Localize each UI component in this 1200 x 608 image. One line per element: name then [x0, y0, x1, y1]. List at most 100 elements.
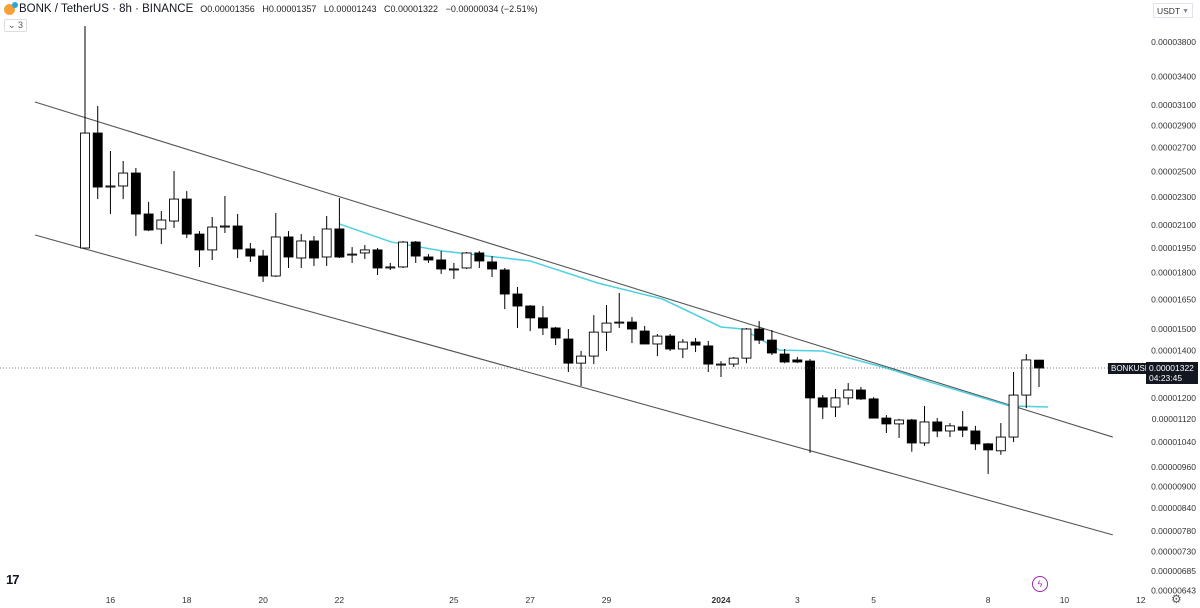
candle-body-up — [601, 322, 612, 333]
candle — [398, 240, 408, 268]
y-tick-label: 0.00003400 — [1151, 71, 1196, 81]
y-tick-label: 0.00003100 — [1151, 100, 1196, 110]
price-axis[interactable]: 0.00003800 0.00003400 0.00003100 0.00002900… — [1151, 37, 1196, 595]
candle-body-down — [868, 398, 879, 419]
candle — [448, 262, 459, 279]
candle — [525, 305, 536, 332]
candle — [983, 442, 994, 474]
candle-body-down — [512, 293, 523, 307]
candle — [219, 195, 230, 234]
time-axis[interactable]: 16 18 20 22 25 27 29 2024 3 5 8 10 12 — [106, 595, 1146, 605]
candle — [156, 211, 167, 245]
candle — [105, 151, 116, 215]
indicators-toggle-button[interactable]: ⌄ 3 — [4, 19, 28, 32]
gear-icon[interactable]: ⚙ — [1171, 592, 1182, 606]
candle — [537, 306, 548, 336]
x-tick-label: 27 — [525, 595, 535, 605]
candle — [754, 321, 765, 344]
candle-body-up — [448, 268, 459, 271]
candle — [830, 389, 841, 417]
y-tick-label: 0.00001500 — [1151, 324, 1196, 334]
candle — [512, 286, 523, 328]
candle-body-up — [614, 321, 625, 324]
candle — [652, 333, 663, 357]
moving-average — [339, 223, 1048, 408]
symbol-title[interactable]: BONK / TetherUS · 8h · BINANCE — [19, 3, 194, 15]
candle-body-up — [296, 240, 307, 259]
candle — [957, 411, 968, 438]
candle-body-up — [169, 198, 179, 222]
candle-body-down — [779, 353, 790, 363]
high-value: H0.00001357 — [262, 4, 317, 14]
lightning-icon[interactable]: ϟ — [1032, 576, 1048, 592]
candle-body-down — [474, 252, 485, 262]
candle-body-up — [347, 253, 358, 256]
candle — [614, 292, 625, 328]
bonk-logo-icon — [4, 1, 18, 15]
candle-body-up — [830, 397, 841, 408]
y-tick-label: 0.00001650 — [1151, 295, 1196, 305]
candle-body-down — [563, 338, 574, 364]
x-tick-label: 8 — [986, 595, 991, 605]
candle-body-down — [932, 421, 943, 432]
y-tick-label: 0.00000960 — [1151, 462, 1196, 472]
candle — [945, 423, 955, 438]
x-tick-label: 10 — [1060, 595, 1070, 605]
candle — [461, 251, 472, 269]
candle-body-up — [461, 252, 472, 269]
candle — [766, 330, 777, 355]
y-tick-label: 0.00001120 — [1152, 414, 1197, 424]
candle — [728, 356, 739, 368]
candle-body-down — [957, 426, 968, 431]
candle-body-up — [576, 355, 587, 364]
candle-body-up — [1021, 359, 1032, 396]
candle-body-down — [550, 327, 561, 339]
candle — [270, 213, 281, 278]
candle — [258, 249, 269, 282]
candle-body-down — [627, 321, 637, 330]
candle — [181, 191, 192, 239]
candle-body-up — [588, 331, 599, 357]
candle-body-down — [309, 240, 319, 259]
candle — [296, 234, 307, 268]
candle-body-up — [995, 436, 1006, 452]
candle — [792, 356, 803, 364]
tradingview-logo-icon[interactable]: 17 — [6, 572, 20, 587]
candle-body-up — [652, 335, 663, 345]
currency-select[interactable]: USDT ▼ — [1153, 3, 1193, 18]
candle — [207, 217, 218, 260]
candle-body-up — [741, 328, 752, 359]
candle — [436, 251, 447, 274]
x-tick-label: 20 — [258, 595, 268, 605]
candle-body-down — [665, 335, 676, 350]
candle — [372, 248, 383, 275]
candle-body-down — [855, 389, 866, 400]
candle-body-down — [130, 172, 141, 215]
candle-body-up — [270, 236, 281, 277]
candle-body-down — [283, 236, 294, 258]
candle-body-up — [321, 228, 332, 258]
y-tick-label: 0.00001950 — [1151, 243, 1196, 253]
y-tick-label: 0.00002100 — [1151, 220, 1196, 230]
x-tick-label: 16 — [106, 595, 116, 605]
close-value: C0.00001322 — [384, 4, 439, 14]
candle — [932, 418, 943, 438]
candle-body-up — [207, 226, 218, 251]
candle-body-down — [143, 213, 154, 231]
x-tick-label: 22 — [335, 595, 345, 605]
open-value: O0.00001356 — [200, 4, 255, 14]
candle — [677, 339, 688, 359]
candle — [639, 325, 650, 345]
candle — [118, 160, 129, 200]
candle-body-down — [792, 359, 803, 363]
candle-body-down — [639, 330, 650, 345]
y-tick-label: 0.00001040 — [1151, 437, 1196, 447]
x-tick-label: 29 — [602, 595, 612, 605]
trendlines — [34, 101, 1113, 536]
candle-body-down — [423, 256, 434, 261]
y-tick-label: 0.00002300 — [1151, 192, 1196, 202]
candle-body-up — [118, 172, 129, 187]
candle — [741, 327, 752, 364]
candle — [970, 425, 981, 450]
